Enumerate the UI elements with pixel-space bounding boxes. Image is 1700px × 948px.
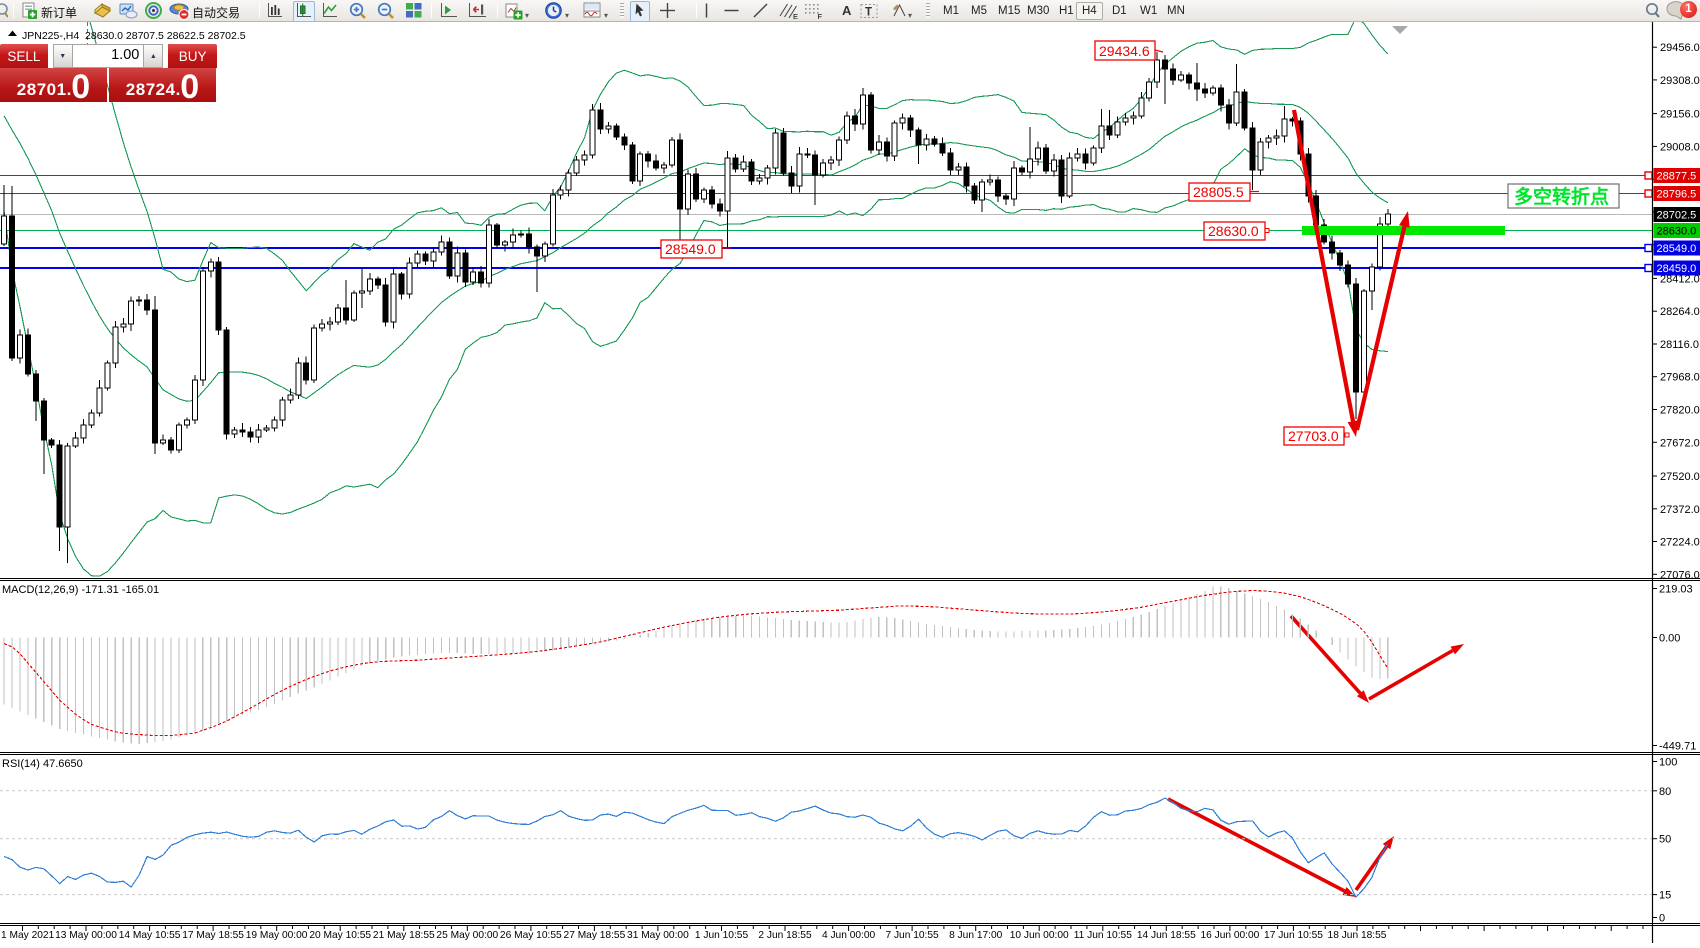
svg-text:29008.0: 29008.0 [1660, 141, 1700, 153]
svg-text:28459.0: 28459.0 [1657, 263, 1697, 275]
svg-text:多空转折点: 多空转折点 [1514, 185, 1609, 208]
svg-text:28702.5: 28702.5 [1657, 210, 1697, 222]
svg-text:E: E [793, 12, 798, 20]
svg-text:28549.0: 28549.0 [665, 241, 716, 257]
svg-text:14 May 10:55: 14 May 10:55 [119, 930, 181, 941]
svg-text:50: 50 [1659, 834, 1671, 846]
svg-text:27 May 18:55: 27 May 18:55 [564, 930, 626, 941]
svg-text:4 Jun 00:00: 4 Jun 00:00 [822, 930, 876, 941]
svg-text:27672.0: 27672.0 [1660, 437, 1700, 449]
svg-text:29456.0: 29456.0 [1660, 42, 1700, 54]
svg-text:0: 0 [1659, 913, 1665, 925]
svg-text:80: 80 [1659, 786, 1671, 798]
svg-text:11 Jun 10:55: 11 Jun 10:55 [1074, 930, 1132, 941]
svg-text:25 May 00:00: 25 May 00:00 [436, 930, 498, 941]
svg-text:8 Jun 17:00: 8 Jun 17:00 [949, 930, 1003, 941]
svg-text:28549.0: 28549.0 [1657, 243, 1697, 255]
svg-text:21 May 18:55: 21 May 18:55 [373, 930, 435, 941]
svg-text:29156.0: 29156.0 [1660, 109, 1700, 121]
svg-text:RSI(14) 47.6650: RSI(14) 47.6650 [2, 758, 83, 770]
svg-text:1 May 2021: 1 May 2021 [1, 930, 55, 941]
svg-text:JPN225-,H4 28630.0 28707.5 28: JPN225-,H4 28630.0 28707.5 28622.5 28702… [22, 30, 246, 42]
svg-text:10 Jun 00:00: 10 Jun 00:00 [1010, 930, 1069, 941]
svg-text:100: 100 [1659, 757, 1677, 769]
svg-text:7 Jun 10:55: 7 Jun 10:55 [885, 930, 939, 941]
svg-text:27703.0: 27703.0 [1288, 428, 1339, 444]
svg-text:1 Jun 10:55: 1 Jun 10:55 [695, 930, 749, 941]
svg-text:27820.0: 27820.0 [1660, 405, 1700, 417]
svg-text:219.03: 219.03 [1659, 584, 1693, 596]
svg-text:28805.5: 28805.5 [1193, 184, 1244, 200]
svg-text:28630.0: 28630.0 [1657, 226, 1697, 238]
svg-text:19 May 00:00: 19 May 00:00 [246, 930, 308, 941]
svg-text:31 May 00:00: 31 May 00:00 [627, 930, 689, 941]
svg-text:17 Jun 10:55: 17 Jun 10:55 [1264, 930, 1323, 941]
svg-text:16 Jun 00:00: 16 Jun 00:00 [1200, 930, 1259, 941]
svg-text:27076.0: 27076.0 [1660, 569, 1700, 581]
svg-text:14 Jun 18:55: 14 Jun 18:55 [1137, 930, 1196, 941]
svg-text:26 May 10:55: 26 May 10:55 [500, 930, 562, 941]
svg-text:17 May 18:55: 17 May 18:55 [182, 930, 244, 941]
svg-text:27520.0: 27520.0 [1660, 471, 1700, 483]
svg-text:27968.0: 27968.0 [1660, 372, 1700, 384]
svg-text:28877.5: 28877.5 [1657, 171, 1697, 183]
svg-text:0.00: 0.00 [1659, 633, 1680, 645]
svg-text:27372.0: 27372.0 [1660, 504, 1700, 516]
svg-text:29308.0: 29308.0 [1660, 75, 1700, 87]
svg-text:28264.0: 28264.0 [1660, 306, 1700, 318]
svg-text:28116.0: 28116.0 [1660, 339, 1699, 351]
svg-text:28796.5: 28796.5 [1657, 189, 1697, 201]
svg-text:27224.0: 27224.0 [1660, 537, 1700, 549]
svg-text:F: F [818, 12, 823, 20]
svg-text:T: T [865, 7, 872, 19]
svg-text:18 Jun 18:55: 18 Jun 18:55 [1328, 930, 1387, 941]
svg-text:13 May 00:00: 13 May 00:00 [55, 930, 117, 941]
svg-text:-449.71: -449.71 [1659, 741, 1696, 753]
svg-text:2 Jun 18:55: 2 Jun 18:55 [758, 930, 812, 941]
svg-text:29434.6: 29434.6 [1099, 43, 1150, 59]
svg-text:20 May 10:55: 20 May 10:55 [309, 930, 371, 941]
svg-text:15: 15 [1659, 890, 1671, 902]
svg-text:MACD(12,26,9) -171.31 -165.01: MACD(12,26,9) -171.31 -165.01 [2, 584, 159, 596]
svg-text:28630.0: 28630.0 [1208, 223, 1259, 239]
